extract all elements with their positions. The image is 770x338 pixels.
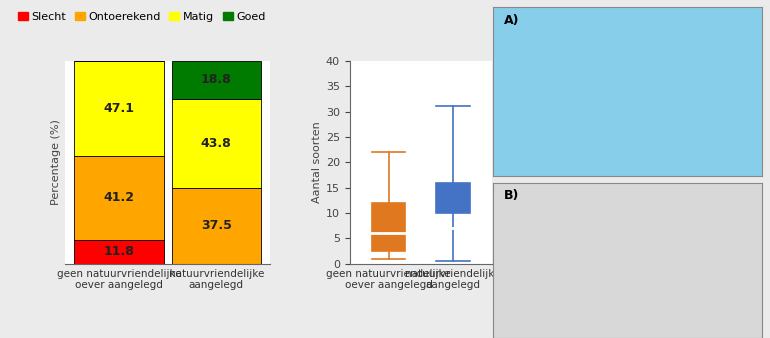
Text: 18.8: 18.8 <box>201 73 232 86</box>
Y-axis label: Percentage (%): Percentage (%) <box>52 119 62 205</box>
Bar <box>172 188 261 264</box>
Text: 37.5: 37.5 <box>201 219 232 232</box>
Text: B): B) <box>504 189 519 202</box>
Text: 47.1: 47.1 <box>103 102 135 115</box>
Bar <box>372 203 405 251</box>
Text: A): A) <box>504 14 519 26</box>
Bar <box>172 99 261 188</box>
Text: 41.2: 41.2 <box>103 191 135 204</box>
Bar <box>74 61 164 156</box>
Bar <box>74 240 164 264</box>
Bar <box>437 183 470 213</box>
Bar <box>172 61 261 99</box>
Text: 11.8: 11.8 <box>103 245 135 258</box>
Legend: Slecht, Ontoerekend, Matig, Goed: Slecht, Ontoerekend, Matig, Goed <box>13 7 269 26</box>
Y-axis label: Aantal soorten: Aantal soorten <box>312 121 322 203</box>
Text: 43.8: 43.8 <box>201 137 232 150</box>
Bar <box>74 156 164 240</box>
